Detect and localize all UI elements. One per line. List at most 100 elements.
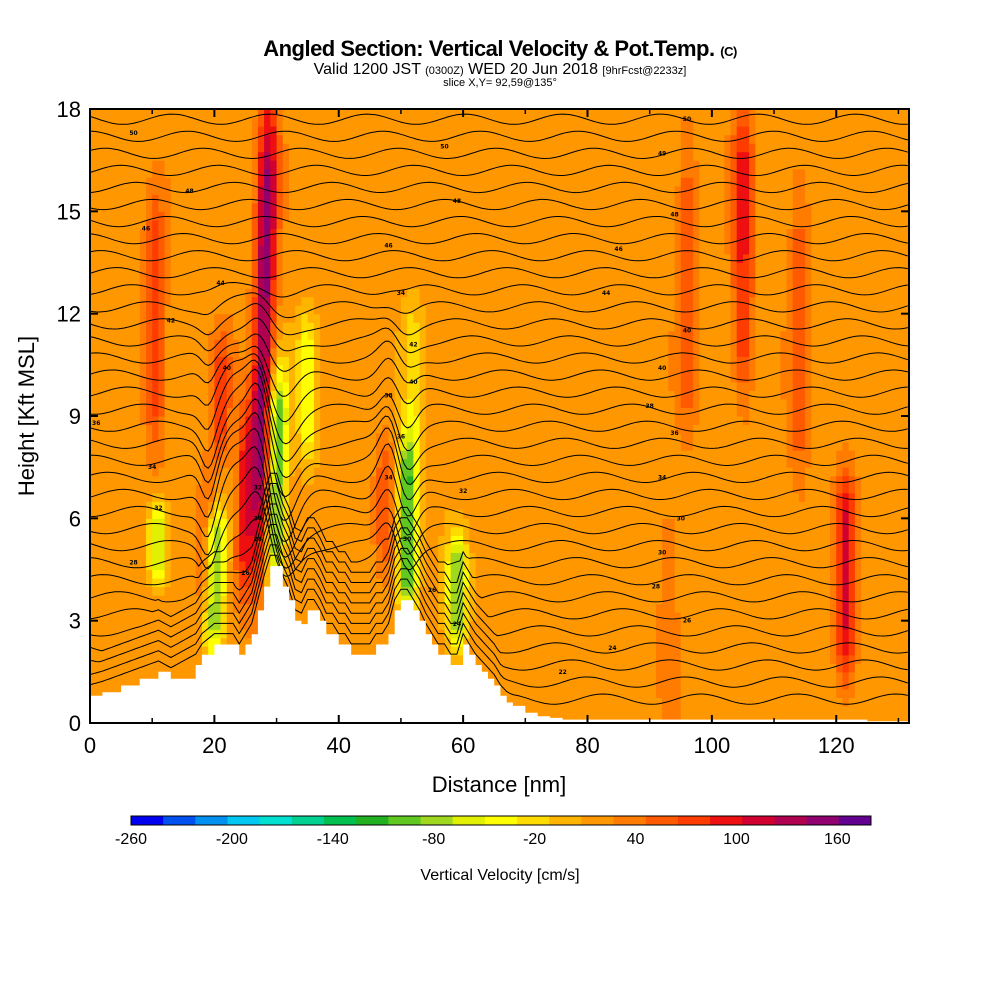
velocity-cell — [276, 458, 284, 468]
velocity-cell — [239, 313, 246, 323]
velocity-cell — [338, 134, 346, 144]
velocity-cell — [195, 629, 203, 639]
velocity-cell — [201, 612, 209, 622]
velocity-cell — [500, 535, 508, 545]
velocity-cell — [127, 535, 135, 545]
velocity-cell — [183, 117, 191, 127]
velocity-cell — [127, 339, 135, 349]
velocity-cell — [369, 586, 377, 596]
velocity-cell — [108, 390, 116, 400]
velocity-cell — [170, 612, 178, 622]
velocity-cell — [90, 109, 97, 119]
velocity-cell — [257, 160, 265, 170]
velocity-cell — [444, 373, 452, 383]
velocity-cell — [121, 518, 128, 528]
velocity-cell — [146, 330, 153, 340]
velocity-cell — [102, 467, 110, 477]
velocity-cell — [444, 109, 452, 119]
velocity-cell — [394, 202, 402, 212]
velocity-cell — [295, 279, 302, 289]
velocity-cell — [382, 373, 390, 383]
velocity-cell — [432, 381, 439, 391]
velocity-cell — [108, 228, 116, 238]
velocity-cell — [475, 347, 483, 357]
velocity-cell — [195, 407, 203, 417]
velocity-cell — [345, 313, 352, 323]
velocity-cell — [170, 330, 178, 340]
velocity-cell — [214, 467, 222, 477]
velocity-cell — [432, 313, 439, 323]
velocity-cell — [475, 450, 483, 460]
velocity-cell — [233, 262, 240, 272]
velocity-cell — [475, 501, 483, 511]
velocity-cell — [320, 143, 327, 153]
velocity-cell — [90, 313, 97, 323]
velocity-cell — [208, 526, 215, 536]
velocity-cell — [494, 330, 501, 340]
velocity-cell — [512, 450, 520, 460]
velocity-cell — [208, 373, 215, 383]
velocity-cell — [220, 475, 228, 485]
velocity-cell — [307, 177, 315, 187]
velocity-cell — [500, 467, 508, 477]
velocity-cell — [220, 109, 228, 119]
velocity-cell — [419, 245, 427, 255]
velocity-cell — [133, 364, 141, 374]
velocity-cell — [164, 211, 172, 221]
velocity-cell — [270, 450, 278, 460]
velocity-cell — [270, 202, 278, 212]
velocity-cell — [264, 347, 271, 357]
velocity-cell — [177, 313, 184, 323]
velocity-cell — [90, 185, 97, 195]
velocity-cell — [488, 126, 495, 136]
velocity-cell — [413, 288, 421, 298]
velocity-cell — [214, 134, 222, 144]
velocity-cell — [444, 185, 452, 195]
velocity-cell — [326, 467, 334, 477]
velocity-cell — [481, 407, 489, 417]
velocity-cell — [164, 364, 172, 374]
velocity-cell — [301, 543, 309, 553]
velocity-cell — [494, 629, 501, 639]
velocity-cell — [239, 381, 246, 391]
velocity-cell — [376, 535, 383, 545]
velocity-cell — [146, 219, 153, 229]
velocity-cell — [307, 236, 315, 246]
velocity-cell — [307, 271, 315, 281]
velocity-cell — [419, 373, 427, 383]
velocity-cell — [96, 254, 103, 264]
velocity-cell — [170, 160, 178, 170]
velocity-cell — [301, 373, 309, 383]
velocity-cell — [506, 475, 514, 485]
velocity-cell — [320, 347, 327, 357]
velocity-cell — [177, 279, 184, 289]
valid-date: WED 20 Jun 2018 — [468, 61, 598, 78]
velocity-cell — [195, 433, 203, 443]
velocity-cell — [133, 313, 141, 323]
velocity-cell — [488, 569, 495, 579]
velocity-cell — [456, 279, 464, 289]
velocity-cell — [127, 347, 135, 357]
velocity-cell — [450, 398, 458, 408]
velocity-cell — [307, 569, 315, 579]
velocity-cell — [419, 492, 427, 502]
velocity-cell — [444, 569, 452, 579]
velocity-cell — [239, 450, 246, 460]
velocity-cell — [201, 330, 209, 340]
velocity-cell — [183, 424, 191, 434]
velocity-cell — [332, 219, 340, 229]
velocity-cell — [326, 475, 334, 485]
velocity-cell — [220, 185, 228, 195]
velocity-cell — [289, 117, 296, 127]
velocity-cell — [376, 390, 383, 400]
velocity-cell — [357, 347, 365, 357]
velocity-cell — [114, 245, 122, 255]
velocity-cell — [164, 185, 172, 195]
valid-time: Valid 1200 JST (0300Z) WED 20 Jun 2018 [… — [0, 61, 1000, 79]
velocity-cell — [469, 646, 477, 656]
velocity-cell — [413, 143, 421, 153]
velocity-cell — [195, 492, 203, 502]
velocity-cell — [469, 236, 477, 246]
velocity-cell — [444, 288, 452, 298]
velocity-cell — [90, 228, 97, 238]
